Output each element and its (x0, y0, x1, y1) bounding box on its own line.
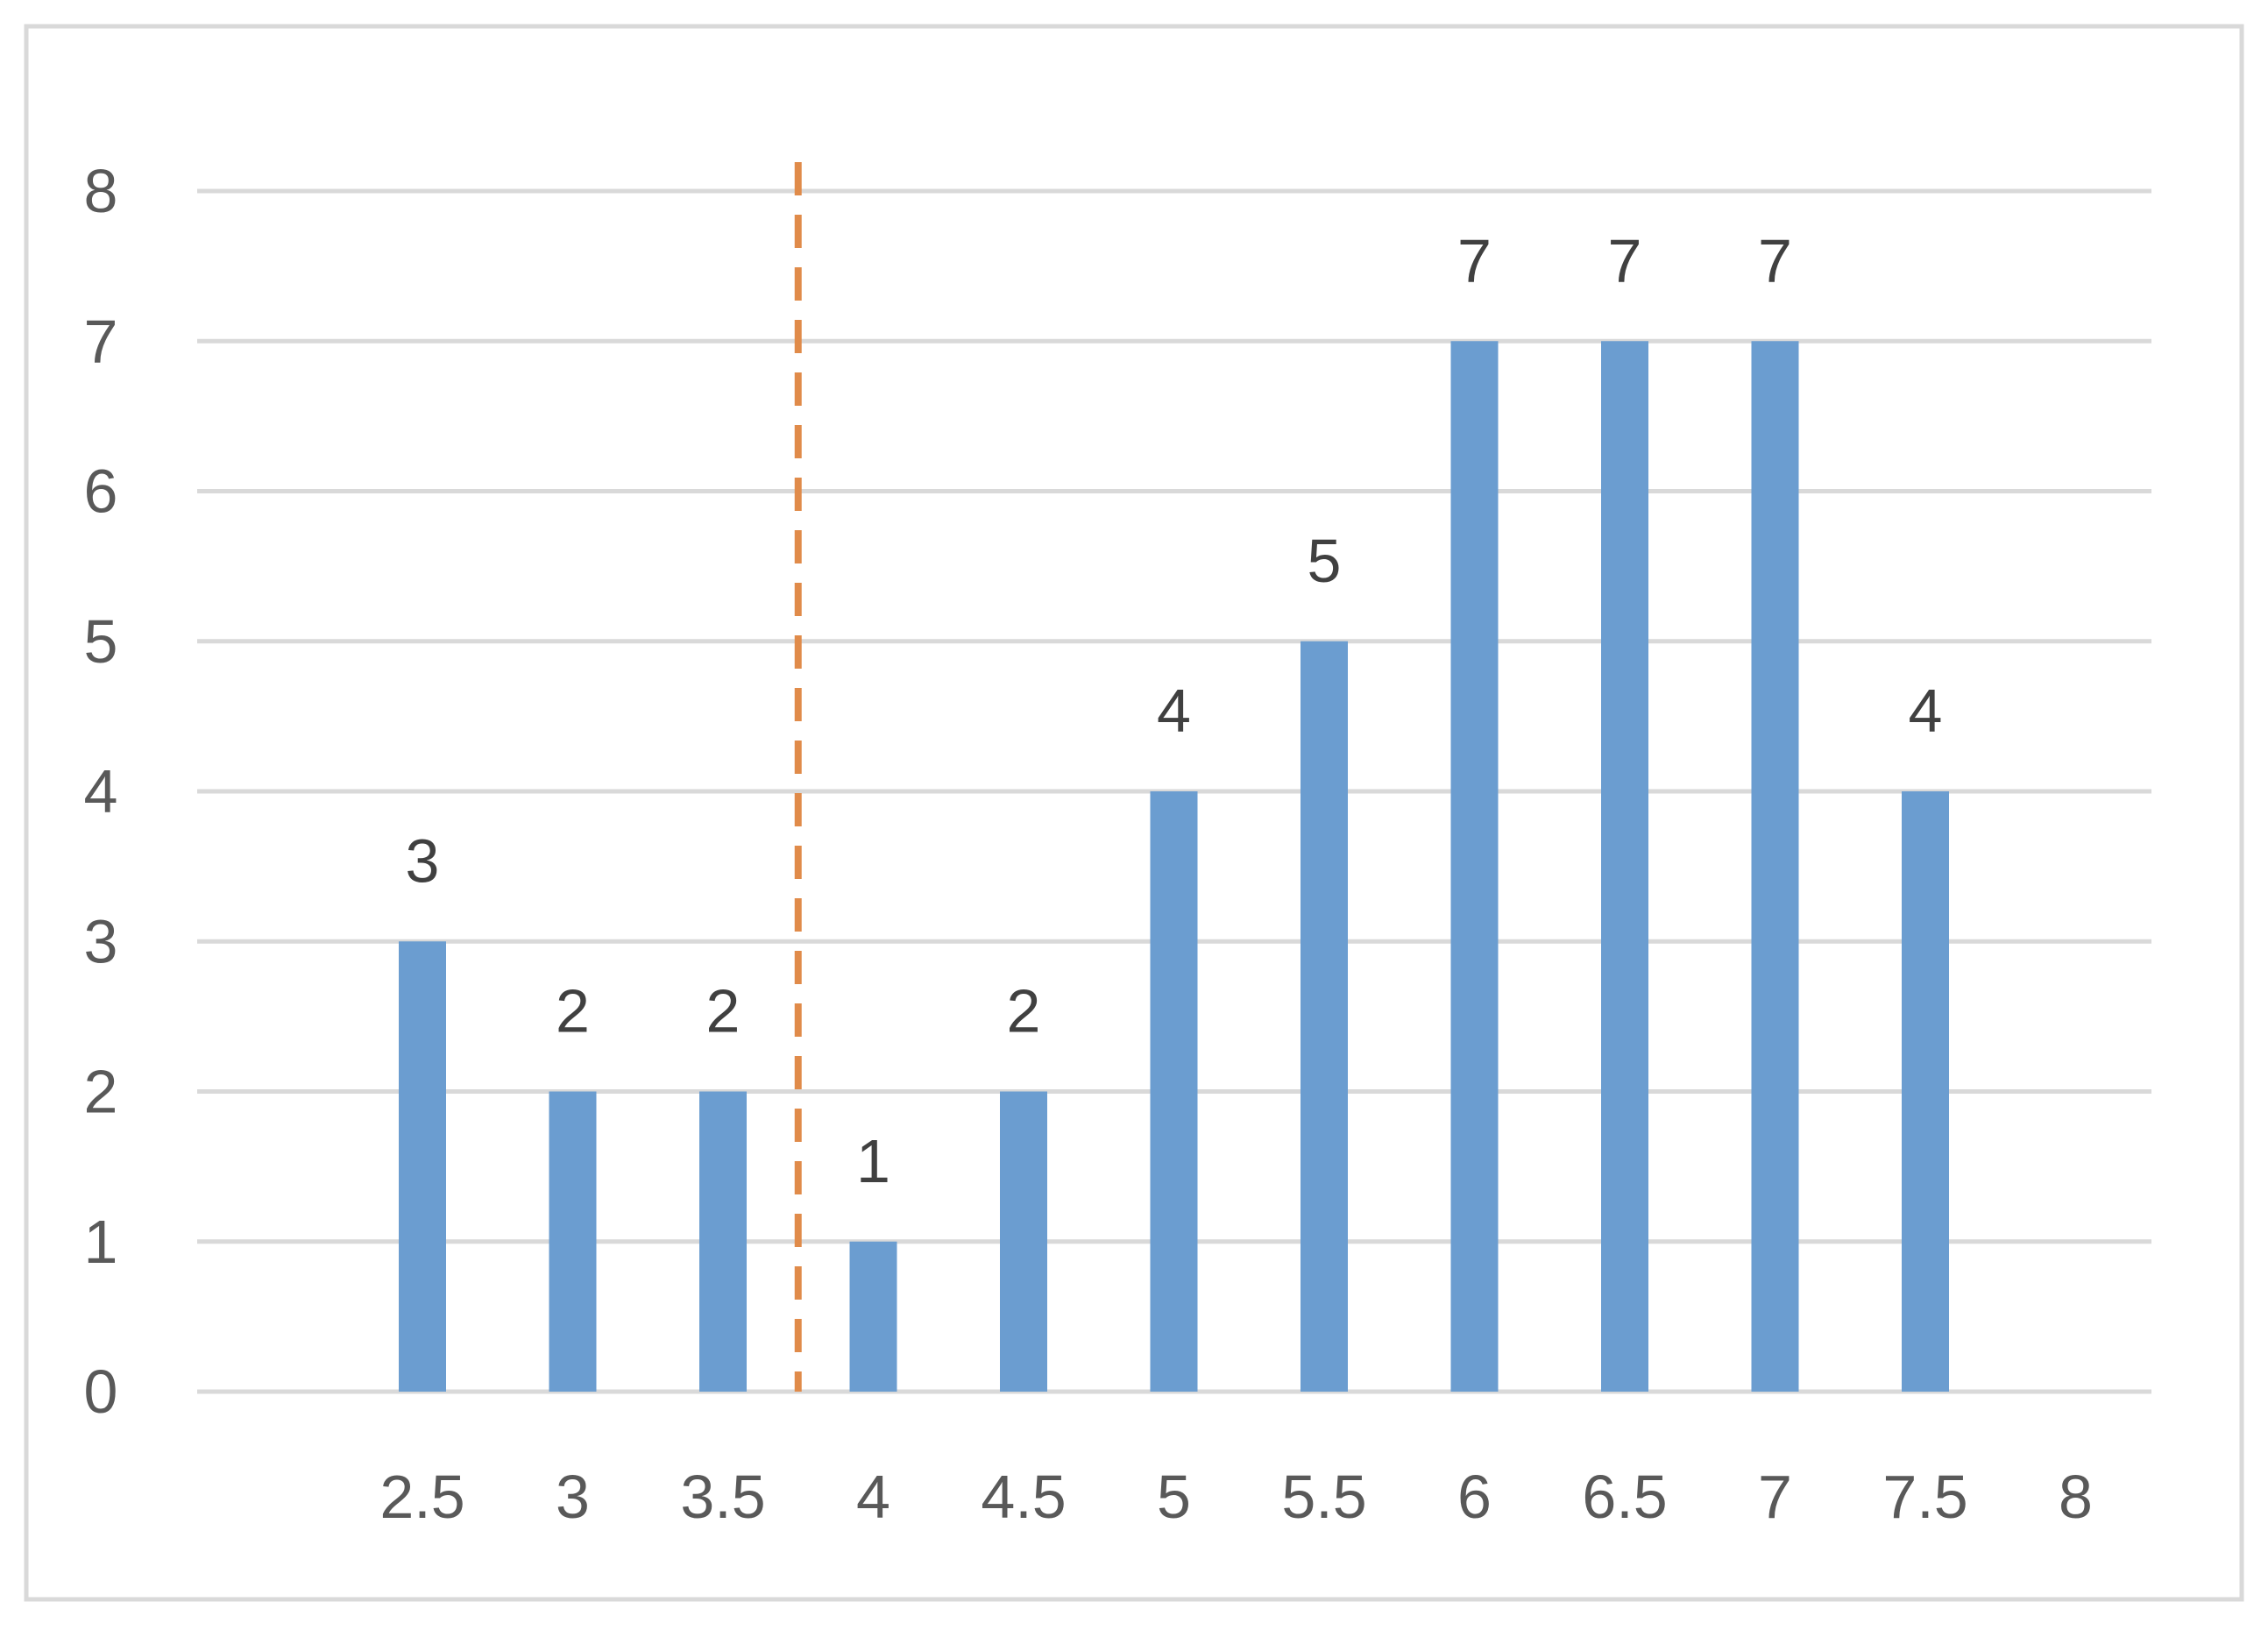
bars (399, 341, 1949, 1392)
data-label: 7 (1457, 226, 1492, 294)
x-tick-label: 5 (1157, 1463, 1191, 1531)
data-label: 3 (406, 826, 440, 895)
y-tick-label: 2 (84, 1058, 118, 1126)
x-tick-label: 5.5 (1281, 1463, 1366, 1531)
x-tick-label: 4.5 (981, 1463, 1066, 1531)
data-label: 2 (556, 977, 590, 1045)
x-tick-label: 6.5 (1582, 1463, 1667, 1531)
data-label: 4 (1157, 677, 1191, 745)
y-tick-label: 7 (84, 307, 118, 375)
bar (549, 1091, 597, 1392)
x-tick-label: 2.5 (379, 1463, 464, 1531)
y-tick-label: 1 (84, 1208, 118, 1276)
data-label: 4 (1909, 677, 1943, 745)
bar (1601, 341, 1648, 1392)
x-tick-label: 8 (2059, 1463, 2093, 1531)
x-axis-ticks: 2.5 3 3.5 4 4.5 5 5.5 6 6.5 7 7.5 8 (379, 1463, 2093, 1531)
bar (1902, 791, 1949, 1392)
bar (699, 1091, 747, 1392)
y-axis-ticks: 0 1 2 3 4 5 6 7 8 (84, 157, 118, 1426)
x-tick-label: 4 (856, 1463, 890, 1531)
data-label: 2 (1007, 977, 1041, 1045)
x-tick-label: 7 (1758, 1463, 1792, 1531)
bar (1450, 341, 1499, 1392)
y-tick-label: 8 (84, 157, 118, 225)
x-tick-label: 3.5 (680, 1463, 765, 1531)
data-label: 5 (1308, 527, 1342, 595)
data-labels: 3 2 2 1 2 4 5 7 7 7 4 (406, 226, 1943, 1195)
data-label: 2 (706, 977, 741, 1045)
bar (1751, 341, 1799, 1392)
x-tick-label: 6 (1457, 1463, 1492, 1531)
data-label: 7 (1758, 226, 1792, 294)
data-label: 1 (856, 1127, 890, 1195)
chart-border (24, 24, 2244, 1602)
y-tick-label: 0 (84, 1357, 118, 1426)
data-label: 7 (1608, 226, 1642, 294)
y-tick-label: 3 (84, 907, 118, 975)
bar (1301, 641, 1348, 1392)
x-tick-label: 3 (556, 1463, 590, 1531)
bar (849, 1241, 897, 1392)
y-tick-label: 4 (84, 757, 118, 826)
y-tick-label: 6 (84, 457, 118, 526)
bar (1000, 1091, 1047, 1392)
y-tick-label: 5 (84, 607, 118, 676)
gridlines (197, 188, 2151, 1394)
bar (1150, 791, 1198, 1392)
bar (399, 941, 446, 1392)
x-tick-label: 7.5 (1882, 1463, 1967, 1531)
